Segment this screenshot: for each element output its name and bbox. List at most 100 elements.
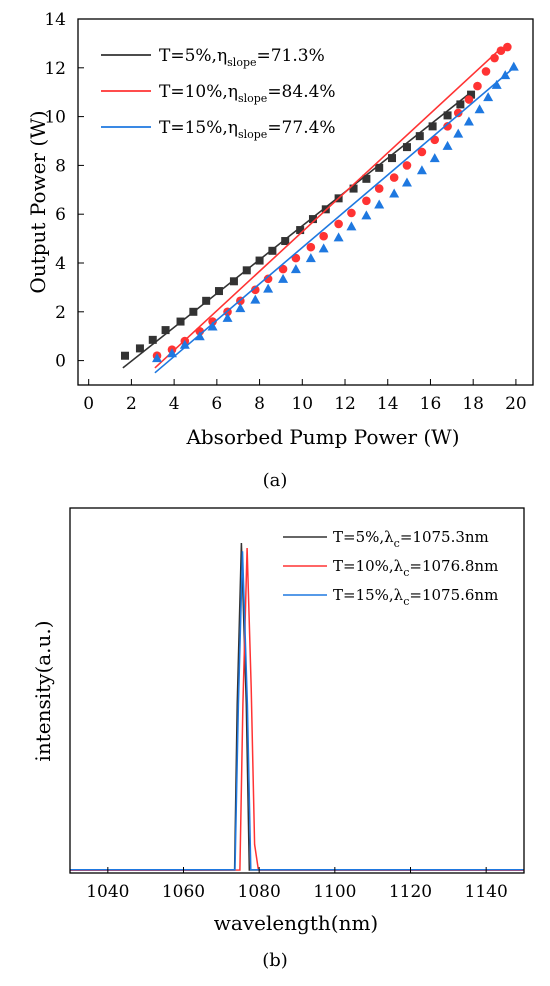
data-point [362,174,371,183]
fit-line-t10 [154,47,502,369]
x-tick-label: 6 [211,394,222,414]
chart-b-y-axis-title: intensity(a.u.) [31,620,55,761]
y-tick-label: 4 [55,254,66,274]
data-point [362,196,371,206]
chart-a-caption: (a) [263,470,288,491]
y-tick-label: 14 [44,10,66,30]
y-tick-label: 0 [55,352,66,372]
data-point [491,79,502,89]
data-point [179,339,190,349]
data-point [166,348,177,358]
data-point [416,165,427,175]
data-point [453,128,464,138]
data-point [428,122,437,131]
data-point [235,303,246,313]
data-point [467,90,476,99]
x-tick-label: 14 [377,394,399,414]
data-point [401,177,412,187]
data-point [318,243,329,253]
data-point [207,321,218,331]
y-tick-label: 10 [44,108,66,128]
data-point [229,277,238,286]
data-point [496,46,506,56]
chart-b-x-axis-title: wavelength(nm) [214,911,378,935]
fit-line-t15 [154,67,515,374]
x-tick-label: 16 [420,394,442,414]
x-tick-label: 10 [291,394,313,414]
data-point [308,215,317,224]
data-point [483,92,494,102]
data-point [263,283,274,293]
chart-a-x-ticks: 0 2 4 6 8 10 12 14 16 18 20 [83,379,527,414]
data-point [222,312,233,322]
data-point [374,184,384,193]
series-line-b10 [69,547,525,872]
data-point [278,273,289,283]
data-point [474,104,485,114]
data-point [389,173,399,182]
data-point [443,122,452,131]
data-point [148,335,157,344]
x-tick-label: 1040 [86,882,129,902]
data-point [334,219,343,229]
data-point [456,100,465,109]
chart-b-plot-area [69,542,525,872]
data-point [388,154,397,163]
chart-a-plot-area [120,42,519,374]
chart-a-x-axis-title: Absorbed Pump Power (W) [185,425,459,449]
data-point [463,116,474,126]
data-point [375,163,384,172]
x-tick-label: 1060 [162,882,205,902]
x-tick-label: 20 [505,394,527,414]
data-point [347,208,356,218]
series-t15 [152,61,519,374]
x-tick-label: 0 [83,394,94,414]
chart-b-frame [69,507,525,874]
legend-label-b10: T=10%,λc=1076.8nm [333,557,498,579]
data-point [319,231,328,241]
data-point [417,147,427,157]
data-point [361,210,372,220]
x-tick-label: 1140 [465,882,508,902]
data-point [402,161,412,170]
data-point [349,184,358,193]
data-point [120,351,129,360]
chart-b-legend: T=5%,λc=1075.3nm T=10%,λc=1076.8nm T=15%,λ… [283,528,498,608]
data-point [481,67,491,76]
data-point [268,246,277,255]
chart-a: 0 2 4 6 8 10 12 14 16 18 20 0 2 4 6 8 10 12 14 Absorbed P… [26,10,534,491]
legend-label-t15: T=15%,ηslope=77.4% [159,118,336,141]
y-tick-label: 6 [55,205,66,225]
data-point [442,140,453,150]
data-point [464,95,474,104]
legend-label-t5: T=5%,ηslope=71.3% [159,46,325,69]
legend-label-t10: T=10%,ηslope=84.4% [159,82,336,105]
data-point [443,111,452,120]
data-point [161,326,170,335]
chart-a-y-ticks: 0 2 4 6 8 10 12 14 [44,10,84,372]
y-tick-label: 2 [55,303,66,323]
data-point [263,274,273,284]
data-point [290,264,301,274]
y-tick-label: 8 [55,156,66,176]
data-point [296,226,305,235]
y-tick-label: 12 [44,59,66,79]
data-point [503,42,512,52]
x-tick-label: 1080 [238,882,281,902]
data-point [152,353,163,363]
data-point [374,199,385,209]
data-point [453,108,463,118]
x-tick-label: 1120 [389,882,432,902]
chart-b-caption: (b) [262,950,288,971]
data-point [305,253,316,263]
data-point [306,242,316,252]
chart-a-legend: T=5%,ηslope=71.3% T=10%,ηslope=84.4% T=15%… [101,46,336,141]
data-point [278,264,288,274]
data-point [473,81,482,91]
legend-label-b5: T=5%,λc=1075.3nm [333,528,489,550]
data-point [429,153,440,163]
x-tick-label: 12 [334,394,356,414]
chart-b-x-ticks: 1040 1060 1080 1100 1120 1140 [86,867,508,902]
data-point [135,344,144,353]
chart-a-frame [77,18,534,386]
